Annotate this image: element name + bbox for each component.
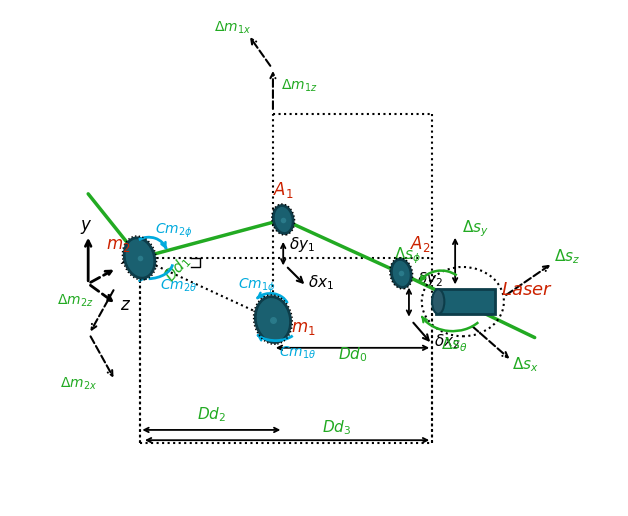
Text: $\Delta m_{2x}$: $\Delta m_{2x}$	[60, 375, 97, 392]
Text: $\Delta s_z$: $\Delta s_z$	[554, 248, 580, 266]
Polygon shape	[436, 289, 495, 314]
Text: $\Delta m_{2z}$: $\Delta m_{2z}$	[57, 292, 94, 309]
Text: $\Delta s_y$: $\Delta s_y$	[462, 218, 489, 239]
Text: $m_2$: $m_2$	[106, 236, 131, 254]
Text: $Dd_0$: $Dd_0$	[338, 346, 367, 364]
Text: $A_2$: $A_2$	[411, 234, 431, 254]
Text: $\Delta s_\phi$: $\Delta s_\phi$	[394, 246, 421, 266]
Ellipse shape	[273, 205, 293, 234]
Text: $y$: $y$	[80, 218, 93, 236]
Text: $\Delta s_x$: $\Delta s_x$	[512, 356, 538, 374]
Text: $Cm_{1\theta}$: $Cm_{1\theta}$	[279, 345, 317, 361]
Text: $Dd_3$: $Dd_3$	[322, 418, 352, 437]
Ellipse shape	[124, 238, 155, 278]
Text: $Dd_1$: $Dd_1$	[161, 252, 195, 286]
Text: $x$: $x$	[120, 250, 133, 268]
Text: $m_1$: $m_1$	[291, 319, 315, 337]
Text: $\Delta s_\theta$: $\Delta s_\theta$	[441, 335, 468, 353]
Text: $\delta y_1$: $\delta y_1$	[290, 235, 315, 254]
Text: $\delta x_2$: $\delta x_2$	[433, 332, 460, 351]
Ellipse shape	[432, 289, 445, 314]
Text: $Dd_2$: $Dd_2$	[197, 406, 226, 424]
Text: $\delta y_2$: $\delta y_2$	[416, 270, 443, 288]
Text: $z$: $z$	[120, 296, 131, 314]
Text: $Cm_{2\theta}$: $Cm_{2\theta}$	[160, 278, 197, 294]
Text: $Cm_{2\phi}$: $Cm_{2\phi}$	[155, 221, 192, 240]
Text: $A_1$: $A_1$	[273, 180, 293, 200]
Ellipse shape	[391, 260, 411, 287]
Text: $\delta x_1$: $\delta x_1$	[308, 273, 334, 292]
Text: $\Delta m_{1x}$: $\Delta m_{1x}$	[214, 19, 251, 36]
Ellipse shape	[256, 297, 291, 343]
Text: $Laser$: $Laser$	[501, 281, 553, 299]
Text: $Cm_{1\phi}$: $Cm_{1\phi}$	[238, 277, 276, 295]
Text: $\Delta m_{1z}$: $\Delta m_{1z}$	[281, 78, 317, 94]
